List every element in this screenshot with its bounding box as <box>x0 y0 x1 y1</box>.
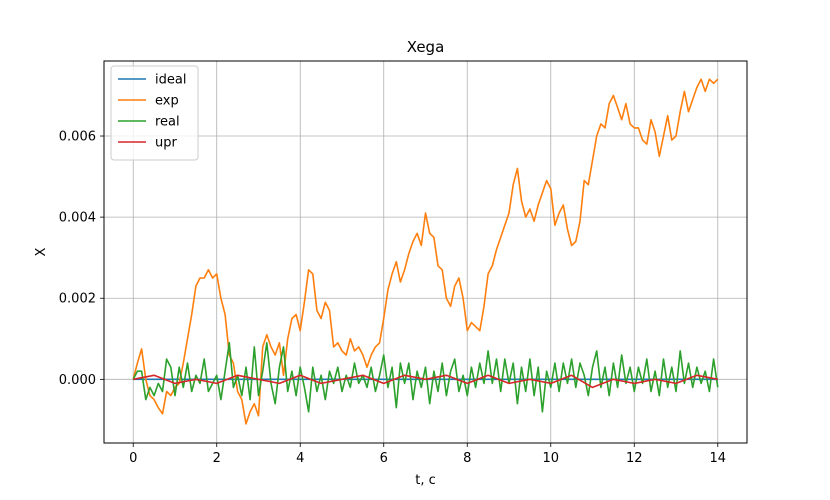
series-line-upr <box>133 374 718 389</box>
x-tick-label: 4 <box>296 451 304 466</box>
y-tick-label: 0.002 <box>59 292 96 307</box>
y-tick-label: 0.004 <box>59 211 96 226</box>
x-axis-label: t, c <box>415 473 436 488</box>
chart-title: Xega <box>407 38 445 56</box>
series-layer <box>132 78 719 425</box>
y-tick-label: 0.000 <box>59 373 96 388</box>
x-tick-label: 8 <box>463 451 471 466</box>
legend-label-upr: upr <box>155 136 177 151</box>
y-axis-label: X <box>34 247 49 256</box>
y-tick-label: 0.006 <box>59 130 96 145</box>
legend-box <box>110 65 199 161</box>
plot-frame <box>103 60 748 444</box>
series-line-real <box>132 341 719 413</box>
legend-label-exp: exp <box>155 94 179 109</box>
x-tick-label: 14 <box>709 451 726 466</box>
axis-ticks: 0 2 4 6 8 10 12 14 0.000 0.002 0.004 0.006 <box>59 130 726 466</box>
legend-label-ideal: ideal <box>155 73 186 88</box>
x-tick-label: 2 <box>213 451 221 466</box>
x-tick-label: 6 <box>380 451 388 466</box>
x-tick-label: 0 <box>129 451 137 466</box>
legend-label-real: real <box>155 115 180 130</box>
x-tick-label: 12 <box>626 451 643 466</box>
x-tick-label: 10 <box>542 451 559 466</box>
legend: ideal exp real upr <box>110 65 199 161</box>
